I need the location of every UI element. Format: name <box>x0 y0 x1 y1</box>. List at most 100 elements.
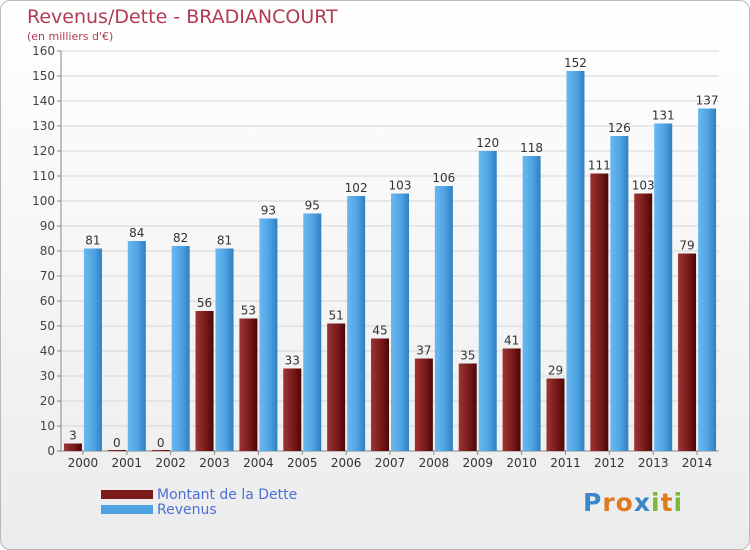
data-label: 56 <box>197 296 212 310</box>
logo-letter: i <box>673 488 684 517</box>
data-label: 118 <box>520 141 543 155</box>
data-label: 103 <box>632 179 655 193</box>
bar-revenus <box>347 196 366 451</box>
chart-title: Revenus/Dette - BRADIANCOURT <box>27 6 338 28</box>
data-label: 0 <box>157 436 165 450</box>
y-tick-label: 90 <box>40 219 55 233</box>
logo-letter: i <box>651 488 661 517</box>
bar-revenus <box>127 241 146 451</box>
bar-revenus <box>478 151 497 451</box>
y-tick-label: 130 <box>32 119 55 133</box>
bar-revenus <box>215 248 234 451</box>
y-tick-label: 50 <box>40 319 55 333</box>
data-label: 106 <box>432 171 455 185</box>
y-tick-label: 80 <box>40 244 55 258</box>
bar-revenus <box>303 213 322 451</box>
legend-item-dette: Montant de la Dette <box>101 486 298 503</box>
x-tick-label: 2006 <box>331 456 362 470</box>
x-tick-label: 2014 <box>682 456 713 470</box>
x-tick-label: 2011 <box>550 456 581 470</box>
bar-revenus <box>391 193 409 451</box>
data-label: 152 <box>564 56 587 70</box>
data-label: 111 <box>588 159 611 173</box>
legend-label-dette: Montant de la Dette <box>157 486 298 503</box>
bar-dette <box>195 311 214 451</box>
data-label: 41 <box>504 334 519 348</box>
x-tick-label: 2000 <box>68 456 99 470</box>
bar-dette <box>458 363 477 451</box>
bar-dette <box>239 318 258 451</box>
bar-revenus <box>83 248 102 451</box>
data-label: 93 <box>261 204 276 218</box>
y-tick-label: 30 <box>40 369 55 383</box>
data-label: 35 <box>460 349 475 363</box>
bar-revenus <box>610 136 629 451</box>
legend-swatch-dette <box>101 490 153 499</box>
data-label: 3 <box>69 429 77 443</box>
y-tick-label: 110 <box>32 169 55 183</box>
bar-dette <box>678 253 697 451</box>
data-label: 120 <box>476 136 499 150</box>
proxiti-logo: Proxiti <box>583 488 683 517</box>
chart-subtitle: (en milliers d'€) <box>27 30 114 43</box>
y-tick-label: 100 <box>32 194 55 208</box>
data-label: 82 <box>173 231 188 245</box>
bar-dette <box>546 378 565 451</box>
bar-dette <box>151 450 170 451</box>
data-label: 53 <box>241 304 256 318</box>
x-tick-label: 2012 <box>594 456 625 470</box>
x-tick-label: 2001 <box>112 456 143 470</box>
x-tick-label: 2008 <box>419 456 450 470</box>
logo-letter: r <box>602 488 616 517</box>
y-tick-label: 20 <box>40 394 55 408</box>
data-label: 131 <box>652 109 675 123</box>
legend-item-revenus: Revenus <box>101 501 297 518</box>
legend-label-revenus: Revenus <box>157 501 217 518</box>
data-label: 29 <box>548 364 563 378</box>
bar-dette <box>634 193 653 451</box>
data-label: 51 <box>328 309 343 323</box>
bar-revenus <box>171 246 190 451</box>
bar-dette <box>414 358 433 451</box>
x-tick-label: 2009 <box>462 456 493 470</box>
x-tick-label: 2003 <box>199 456 230 470</box>
data-label: 33 <box>285 354 300 368</box>
legend: Montant de la Dette Revenus <box>101 486 298 518</box>
bar-revenus <box>434 186 453 451</box>
data-label: 0 <box>113 436 121 450</box>
data-label: 37 <box>416 344 431 358</box>
data-label: 81 <box>85 234 100 248</box>
data-label: 137 <box>696 94 719 108</box>
x-tick-label: 2004 <box>243 456 274 470</box>
bar-dette <box>371 338 389 451</box>
y-tick-label: 10 <box>40 419 55 433</box>
y-tick-label: 0 <box>47 444 55 458</box>
bar-revenus <box>698 108 717 451</box>
y-tick-label: 160 <box>32 44 55 58</box>
data-label: 103 <box>389 179 412 193</box>
x-tick-label: 2005 <box>287 456 318 470</box>
logo-letter: x <box>633 488 651 517</box>
logo-letter: t <box>660 488 674 517</box>
y-tick-label: 60 <box>40 294 55 308</box>
bar-revenus <box>259 218 278 451</box>
data-label: 95 <box>305 199 320 213</box>
bar-dette <box>107 450 126 451</box>
legend-swatch-revenus <box>101 505 153 514</box>
logo-letter: o <box>615 488 634 517</box>
data-label: 102 <box>345 181 368 195</box>
y-tick-label: 40 <box>40 344 55 358</box>
x-tick-label: 2002 <box>155 456 186 470</box>
x-tick-label: 2007 <box>375 456 406 470</box>
data-label: 81 <box>217 234 232 248</box>
bar-revenus <box>522 156 541 451</box>
y-tick-label: 140 <box>32 94 55 108</box>
logo-letter: P <box>583 488 603 517</box>
bar-dette <box>63 443 82 451</box>
bar-dette <box>590 173 609 451</box>
bar-dette <box>502 348 521 451</box>
x-tick-label: 2013 <box>638 456 669 470</box>
y-tick-label: 70 <box>40 269 55 283</box>
